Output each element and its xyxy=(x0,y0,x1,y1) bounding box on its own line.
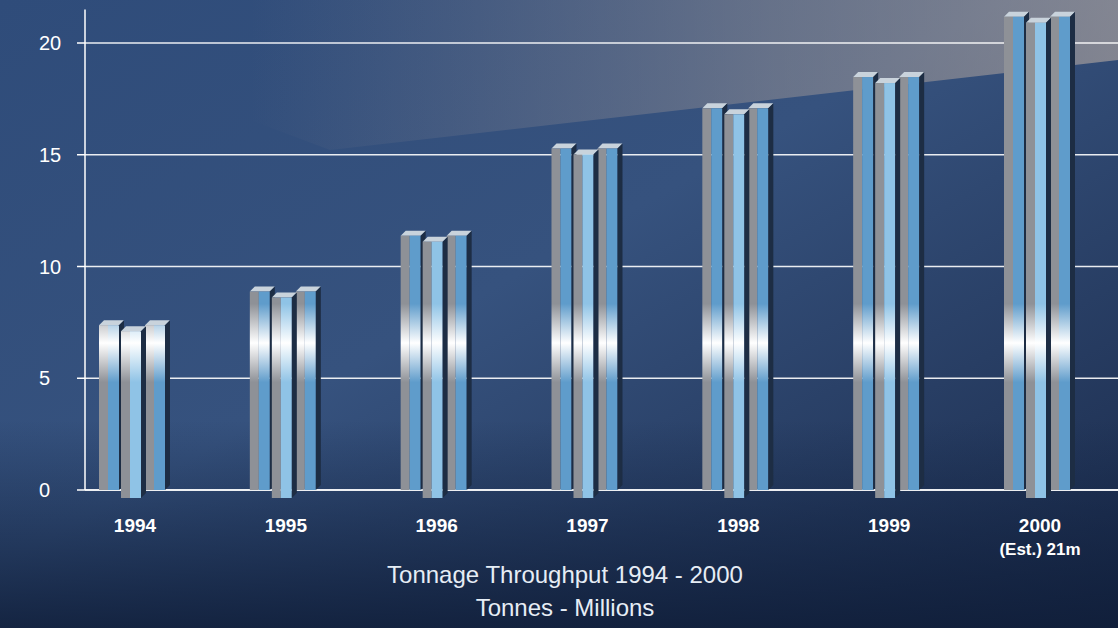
bar-face xyxy=(401,236,410,490)
bar-face xyxy=(259,292,270,490)
tick-mark xyxy=(77,42,85,44)
bar-side xyxy=(919,72,924,490)
bar-face xyxy=(853,77,862,490)
x-tick-label: 1999 xyxy=(868,515,910,536)
bar-face xyxy=(250,292,259,490)
bar-face xyxy=(908,77,919,490)
bar-face xyxy=(423,242,432,498)
grid-line xyxy=(85,42,1118,44)
bar-face xyxy=(305,292,316,490)
bar xyxy=(99,320,170,498)
bar xyxy=(853,72,924,498)
bar xyxy=(1004,12,1075,498)
bar-face xyxy=(607,149,618,490)
bar-face xyxy=(733,114,744,498)
tick-mark xyxy=(77,489,85,491)
bar-face xyxy=(1035,23,1046,498)
tick-mark xyxy=(77,154,85,156)
grid xyxy=(85,43,1118,490)
bar-face xyxy=(99,325,108,490)
bar-face xyxy=(1059,17,1070,490)
bar xyxy=(250,287,321,498)
bar-side xyxy=(316,287,321,490)
bar-face xyxy=(121,331,130,498)
bar-side xyxy=(443,237,448,498)
bar xyxy=(552,144,623,498)
bar-side xyxy=(895,78,900,498)
bar-face xyxy=(154,325,165,490)
title: Tonnage Throughput 1994 - 2000 xyxy=(387,561,743,588)
bar-face xyxy=(561,149,572,490)
bar-face xyxy=(296,292,305,490)
y-tick-label: 10 xyxy=(39,256,61,278)
y-axis-line xyxy=(84,9,86,490)
x-tick-label: 1998 xyxy=(717,515,759,536)
chart-container: 0 5 10 15 20 1994 1995 1996 1997 1998 1999 2000 (Est… xyxy=(0,0,1118,628)
y-tick-label: 20 xyxy=(39,32,61,54)
bar-face xyxy=(130,331,141,498)
bar xyxy=(702,103,773,498)
x-tick-label: 1997 xyxy=(566,515,608,536)
y-tick-label: 15 xyxy=(39,144,61,166)
y-ticks: 0 5 10 15 20 xyxy=(39,32,85,501)
bar-side xyxy=(1070,12,1075,490)
bar-face xyxy=(447,236,456,490)
bar-face xyxy=(574,155,583,498)
bar-face xyxy=(1013,17,1024,490)
bar-face xyxy=(272,298,281,498)
bar-face xyxy=(1026,23,1035,498)
bar xyxy=(401,231,472,498)
x-tick-label: 2000 xyxy=(1019,515,1061,536)
bar-side xyxy=(744,109,749,498)
chart-svg: 0 5 10 15 20 1994 1995 1996 1997 1998 1999 2000 (Est… xyxy=(0,0,1118,628)
bar-side xyxy=(768,103,773,490)
bar-face xyxy=(899,77,908,490)
bar-face xyxy=(862,77,873,490)
bar-face xyxy=(108,325,119,490)
bar-side xyxy=(292,293,297,498)
bar-face xyxy=(432,242,443,498)
x-tick-label: 1995 xyxy=(265,515,308,536)
tick-mark xyxy=(77,266,85,268)
x-tick-label: 1996 xyxy=(416,515,458,536)
bar-face xyxy=(145,325,154,490)
bar-face xyxy=(410,236,421,490)
tick-mark xyxy=(77,378,85,380)
bar-face xyxy=(281,298,292,498)
background xyxy=(0,0,1118,628)
bar-side xyxy=(467,231,472,490)
bar-face xyxy=(598,149,607,490)
bar-face xyxy=(552,149,561,490)
bar-face xyxy=(757,108,768,490)
y-tick-label: 0 xyxy=(39,479,50,501)
subtitle: Tonnes - Millions xyxy=(476,594,655,621)
bar-face xyxy=(724,114,733,498)
background-shore xyxy=(250,0,1118,150)
bar-side xyxy=(1046,18,1051,498)
annotation: (Est.) 21m xyxy=(999,540,1080,559)
x-tick-label: 1994 xyxy=(114,515,157,536)
y-tick-label: 5 xyxy=(39,367,50,389)
bar-side xyxy=(594,150,599,498)
bar-face xyxy=(1050,17,1059,490)
bar-side xyxy=(618,144,623,490)
bar-face xyxy=(1004,17,1013,490)
bar-face xyxy=(748,108,757,490)
bar-face xyxy=(711,108,722,490)
bar-side xyxy=(141,326,146,498)
bar-face xyxy=(702,108,711,490)
bar-face xyxy=(875,83,884,498)
bar-side xyxy=(165,320,170,490)
x-tick-labels: 1994 1995 1996 1997 1998 1999 2000 xyxy=(114,515,1061,536)
bar-face xyxy=(884,83,895,498)
bar-face xyxy=(456,236,467,490)
bars xyxy=(99,12,1075,498)
bar-face xyxy=(583,155,594,498)
